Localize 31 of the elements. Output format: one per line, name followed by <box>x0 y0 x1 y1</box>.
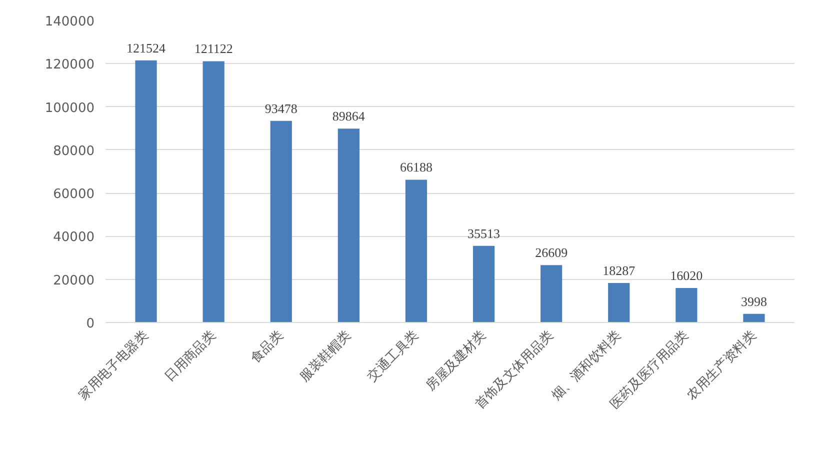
bar <box>608 283 630 322</box>
bar <box>405 180 428 322</box>
data-label: 26609 <box>535 245 568 260</box>
y-tick-label: 60000 <box>53 187 95 202</box>
data-label: 121524 <box>126 40 166 56</box>
y-tick-label: 40000 <box>53 230 95 246</box>
bar <box>472 246 495 322</box>
data-label: 66188 <box>400 160 432 175</box>
bar <box>743 314 765 322</box>
y-tick-label: 140000 <box>44 14 95 30</box>
bar <box>676 288 698 322</box>
data-label: 121122 <box>194 41 233 56</box>
data-label: 93478 <box>264 100 298 116</box>
x-tick-label: 食品类 <box>248 328 286 366</box>
data-label: 35513 <box>468 226 500 241</box>
bar <box>540 265 562 322</box>
x-tick-label: 日用商品类 <box>162 328 219 385</box>
data-label: 89864 <box>332 108 366 124</box>
x-tick-label: 交通工具类 <box>364 327 422 385</box>
y-tick-label: 120000 <box>44 58 95 73</box>
data-label: 3998 <box>740 294 767 309</box>
y-tick-label: 80000 <box>53 144 95 159</box>
bar <box>338 128 360 322</box>
x-tick-label: 服装鞋帽类 <box>297 328 354 385</box>
bar <box>135 60 157 322</box>
y-tick-label: 100000 <box>44 100 95 116</box>
y-tick-label: 20000 <box>53 273 95 288</box>
bar <box>202 61 224 322</box>
bar <box>270 120 292 322</box>
data-label: 16020 <box>670 268 703 283</box>
data-label: 18287 <box>602 263 636 278</box>
